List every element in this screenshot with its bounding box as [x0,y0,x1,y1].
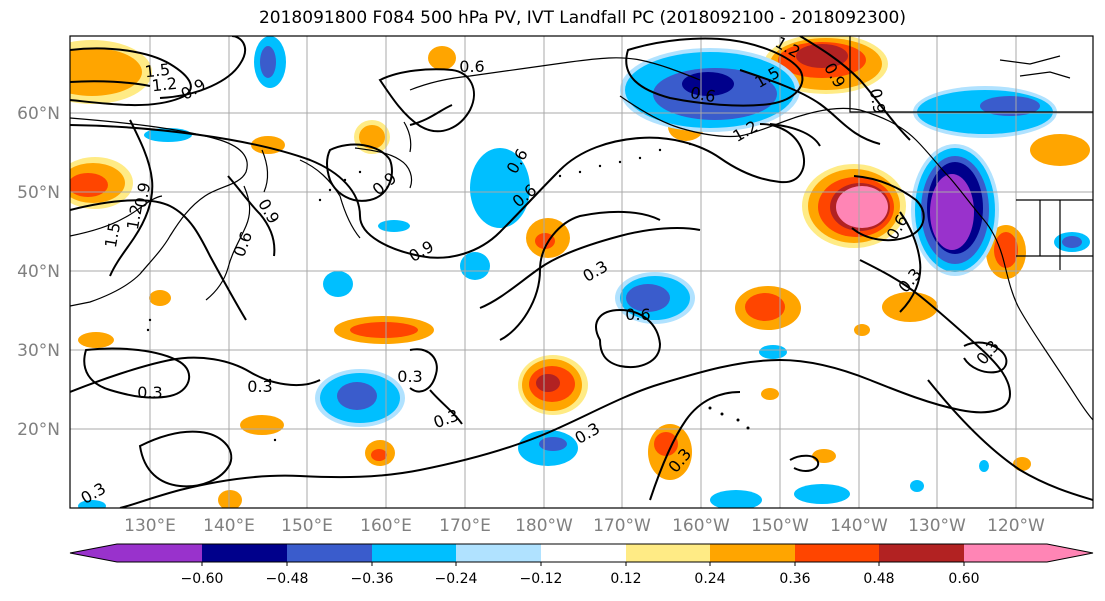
anomaly-fill [535,233,555,249]
anomaly-fill [460,252,490,280]
longitude-label: 120°W [987,516,1045,536]
contour-label: 0.3 [247,377,272,396]
anomaly-fill [260,46,276,78]
anomaly-fill [654,432,678,456]
anomaly-fill [761,388,779,400]
longitude-label: 150°W [751,516,809,536]
anomaly-fill [78,500,106,508]
contour-label: 0.9 [866,87,889,115]
anomaly-fill [240,415,284,435]
anomaly-fill [794,484,850,504]
longitude-label: 160°W [672,516,730,536]
colorbar-tick-label: 0.12 [610,571,641,587]
anomaly-fill [812,449,836,463]
longitude-label: 160°E [360,516,412,536]
anomaly-fill [745,293,785,321]
contour-label: 0.9 [131,181,154,209]
longitude-label: 140°W [830,516,888,536]
anomaly-fill [218,490,242,508]
contour-label: 0.6 [689,83,717,106]
latitude-label: 40°N [17,262,60,282]
anomaly-fill [337,382,377,410]
contour-label: 0.3 [397,367,422,386]
anomaly-fill [149,290,171,306]
longitude-label: 130°E [124,516,176,536]
ivt-anomaly-fills [70,36,1090,508]
longitude-label: 170°E [439,516,491,536]
chart-title: 2018091800 F084 500 hPa PV, IVT Landfall… [258,8,906,28]
contour-label: 0.6 [459,57,484,76]
anomaly-fill [910,480,924,492]
anomaly-fill [350,322,418,338]
colorbar-cell [456,544,541,562]
colorbar-cell [372,544,456,562]
anomaly-fill [759,345,787,359]
anomaly-fill [796,44,848,68]
anomaly-fill [539,437,567,451]
pv-contours [70,36,1093,508]
anomaly-fill [836,186,888,228]
colorbar-tick-label: −0.36 [351,571,394,587]
colorbar-tick-label: 0.36 [779,571,810,587]
colorbar-cell [710,544,795,562]
anomaly-fill [70,173,108,197]
contour-label: 0.6 [625,305,650,324]
colorbar-cell [287,544,372,562]
latitude-label: 50°N [17,183,60,203]
colorbar-tick-label: 0.60 [948,571,979,587]
graticule [70,36,1093,508]
anomaly-fill [882,292,938,322]
latitude-label: 60°N [17,104,60,124]
colorbar-tick-label: −0.24 [435,571,478,587]
anomaly-fill [378,220,410,232]
contour-label: 1.5 [144,60,171,82]
anomaly-fill [979,460,989,472]
anomaly-fill [626,284,670,312]
anomaly-fill [710,490,762,508]
anomaly-fill [1062,236,1082,248]
map-frame [69,35,1094,509]
latitude-labels: 60°N 50°N 40°N 30°N 20°N [17,104,60,440]
contour-label: 1.2 [123,203,146,231]
colorbar-cell [964,544,1093,562]
anomaly-fill [428,46,456,70]
colorbar-cell [879,544,964,562]
latitude-label: 20°N [17,420,60,440]
colorbar-tick-label: 0.48 [863,571,894,587]
longitude-labels: 130°E 140°E 150°E 160°E 170°E 180°W 170°… [124,516,1045,536]
anomaly-fill [371,449,387,461]
anomaly-fill [536,374,560,392]
contour-label: 1.2 [151,74,178,96]
colorbar-cell [202,544,287,562]
colorbar-cell [795,544,879,562]
longitude-label: 170°W [593,516,651,536]
anomaly-fill [359,125,385,149]
anomaly-fill [994,232,1018,268]
colorbar-tick-label: 0.24 [694,571,725,587]
map-area: 1.5 1.2 0.9 0.6 0.6 1.5 1.2 0.9 1.2 0.9 … [70,36,1093,508]
colorbar-cell [541,544,626,562]
anomaly-fill [70,48,142,96]
coastlines [70,36,1093,421]
colorbar-cell [70,544,202,562]
longitude-label: 140°E [203,516,255,536]
latitude-label: 30°N [17,341,60,361]
colorbar-cell [626,544,710,562]
anomaly-fill [323,271,353,297]
contour-label: 0.3 [137,383,162,402]
colorbar-tick-label: −0.48 [266,571,309,587]
colorbar: −0.60 −0.48 −0.36 −0.24 −0.12 0.12 0.24 … [69,543,1094,587]
longitude-label: 180°W [515,516,573,536]
anomaly-fill [78,332,114,348]
anomaly-fill [854,324,870,336]
anomaly-fill [980,96,1040,116]
anomaly-fill [470,148,530,228]
longitude-label: 130°W [908,516,966,536]
longitude-label: 150°E [281,516,333,536]
contour-label: 1.5 [101,221,124,249]
colorbar-tick-label: −0.60 [181,571,224,587]
anomaly-fill [1030,134,1090,166]
colorbar-tick-label: −0.12 [520,571,563,587]
